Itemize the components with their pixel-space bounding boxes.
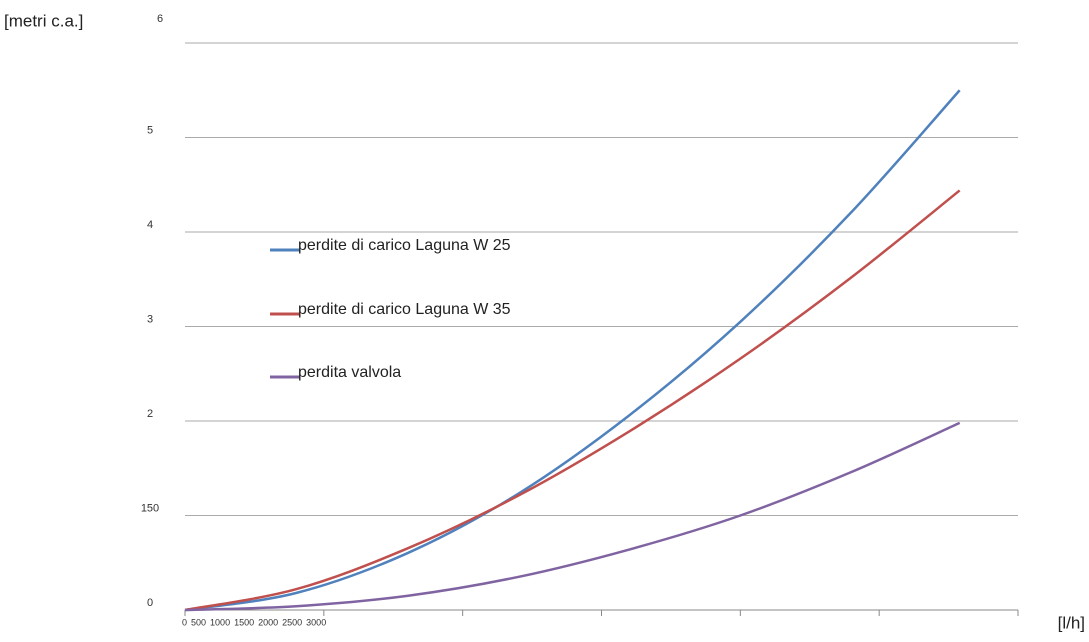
series-line [184, 89, 961, 612]
y-axis-label: [metri c.a.] [4, 11, 83, 30]
legend-label: perdite di carico Laguna W 25 [298, 237, 511, 254]
series-line [184, 421, 961, 612]
y-tick-label: 2 [147, 408, 153, 420]
x-tick-label: 2000 [258, 617, 278, 627]
y-tick-label: 3 [147, 313, 153, 325]
legend-label: perdite di carico Laguna W 35 [298, 301, 511, 318]
y-tick-label: 6 [157, 13, 163, 25]
y-tick-label: 4 [147, 219, 153, 231]
series-line [184, 189, 961, 612]
x-tick-label: 3000 [306, 617, 326, 627]
x-tick-label: 1000 [210, 617, 230, 627]
y-tick-label: 150 [141, 502, 159, 514]
x-tick-label: 500 [191, 617, 206, 627]
x-tick-label: 1500 [234, 617, 254, 627]
x-tick-label: 0 [182, 617, 187, 627]
y-tick-label: 0 [147, 597, 153, 609]
x-axis-label: [l/h] [1058, 613, 1085, 632]
y-tick-label: 5 [147, 124, 153, 136]
x-tick-label: 2500 [282, 617, 302, 627]
legend-label: perdita valvola [298, 364, 401, 381]
